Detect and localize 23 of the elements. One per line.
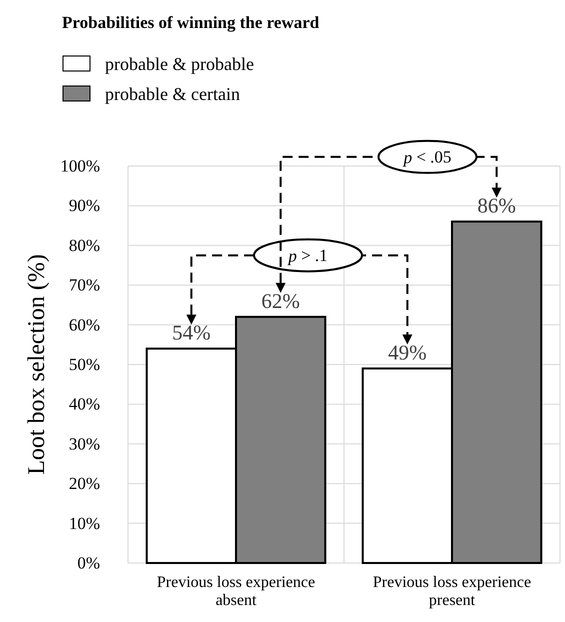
data-label: 49% bbox=[388, 340, 427, 364]
y-tick-label: 100% bbox=[60, 156, 100, 176]
y-tick-label: 40% bbox=[68, 394, 100, 414]
annotation: p < .05 bbox=[402, 147, 452, 166]
y-axis-title: Loot box selection (%) bbox=[24, 254, 50, 475]
legend-label: probable & probable bbox=[105, 54, 254, 74]
y-tick-label: 10% bbox=[68, 514, 100, 533]
legend-title: Probabilities of winning the reward bbox=[62, 13, 320, 32]
y-tick-label: 80% bbox=[68, 236, 100, 255]
annotation: p > .1 bbox=[287, 246, 328, 265]
x-tick-label: Previous loss experience absent bbox=[156, 574, 316, 609]
y-tick-label: 0% bbox=[77, 554, 100, 572]
y-tick-label: 20% bbox=[68, 474, 100, 494]
y-tick-label: 90% bbox=[68, 196, 100, 216]
legend-label: probable & certain bbox=[105, 84, 240, 104]
y-tick-label: 60% bbox=[68, 315, 100, 334]
y-tick-label: 50% bbox=[68, 355, 100, 374]
y-tick-label: 30% bbox=[68, 434, 100, 454]
data-label: 86% bbox=[477, 194, 516, 218]
data-label: 54% bbox=[172, 320, 211, 345]
y-tick-label: 70% bbox=[68, 276, 100, 295]
x-tick-label: Previous loss experience present bbox=[372, 574, 532, 609]
data-label: 62% bbox=[261, 288, 300, 313]
